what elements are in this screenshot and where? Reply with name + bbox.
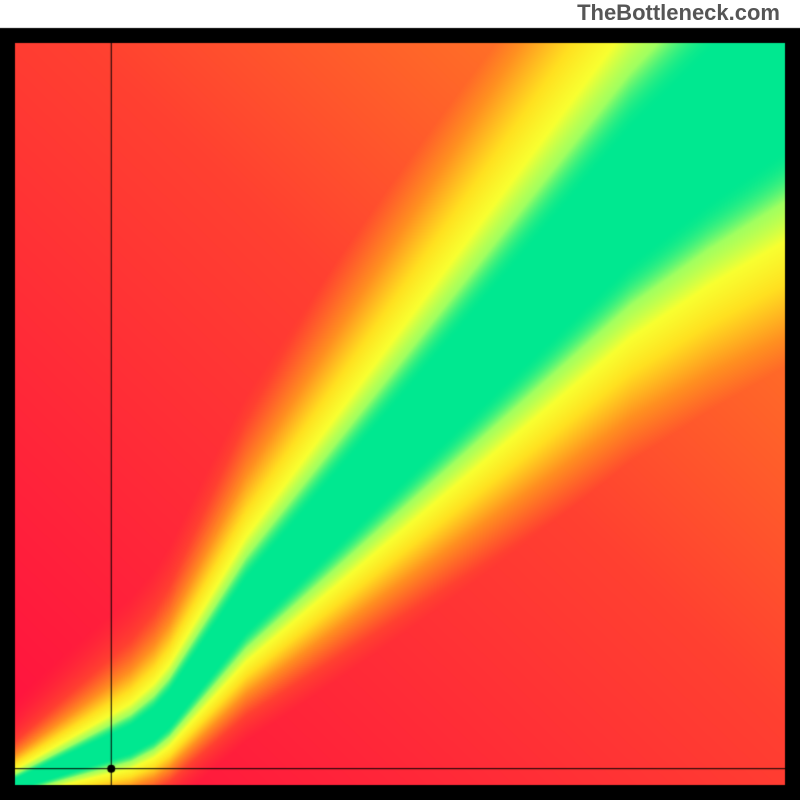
watermark-text: TheBottleneck.com	[577, 0, 780, 26]
bottleneck-heatmap	[0, 0, 800, 800]
